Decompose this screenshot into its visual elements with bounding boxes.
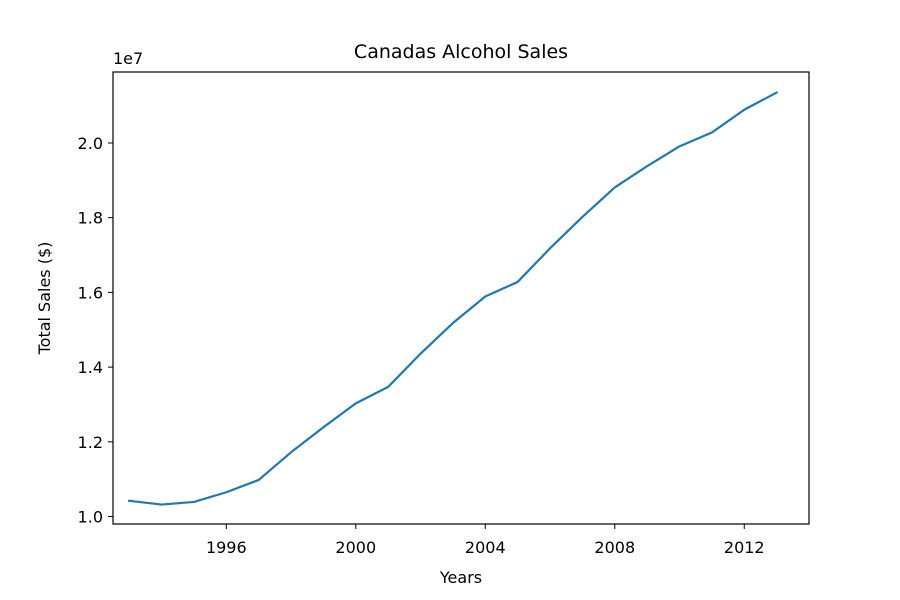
y-tick-label: 1.2 xyxy=(78,433,103,452)
y-tick-label: 2.0 xyxy=(78,134,103,153)
plot-area xyxy=(127,91,779,506)
chart-title: Canadas Alcohol Sales xyxy=(354,41,568,63)
x-axis-ticks: 1996 2000 2004 2008 2012 xyxy=(206,524,765,557)
y-tick-label: 1.4 xyxy=(78,358,103,377)
x-tick-label: 2004 xyxy=(465,538,506,557)
x-tick-label: 2012 xyxy=(724,538,765,557)
x-tick-label: 2000 xyxy=(335,538,376,557)
y-tick-label: 1.8 xyxy=(78,209,103,228)
x-axis-label: Years xyxy=(439,568,482,587)
y-offset-label: 1e7 xyxy=(113,49,143,68)
y-axis-ticks: 1.0 1.2 1.4 1.6 1.8 2.0 xyxy=(78,134,113,527)
x-tick-label: 1996 xyxy=(206,538,247,557)
y-axis-label: Total Sales ($) xyxy=(35,242,54,356)
x-tick-label: 2008 xyxy=(594,538,635,557)
y-tick-label: 1.6 xyxy=(78,283,103,302)
sales-series-line xyxy=(127,91,779,506)
axes-frame xyxy=(112,71,810,525)
y-tick-label: 1.0 xyxy=(78,508,103,527)
